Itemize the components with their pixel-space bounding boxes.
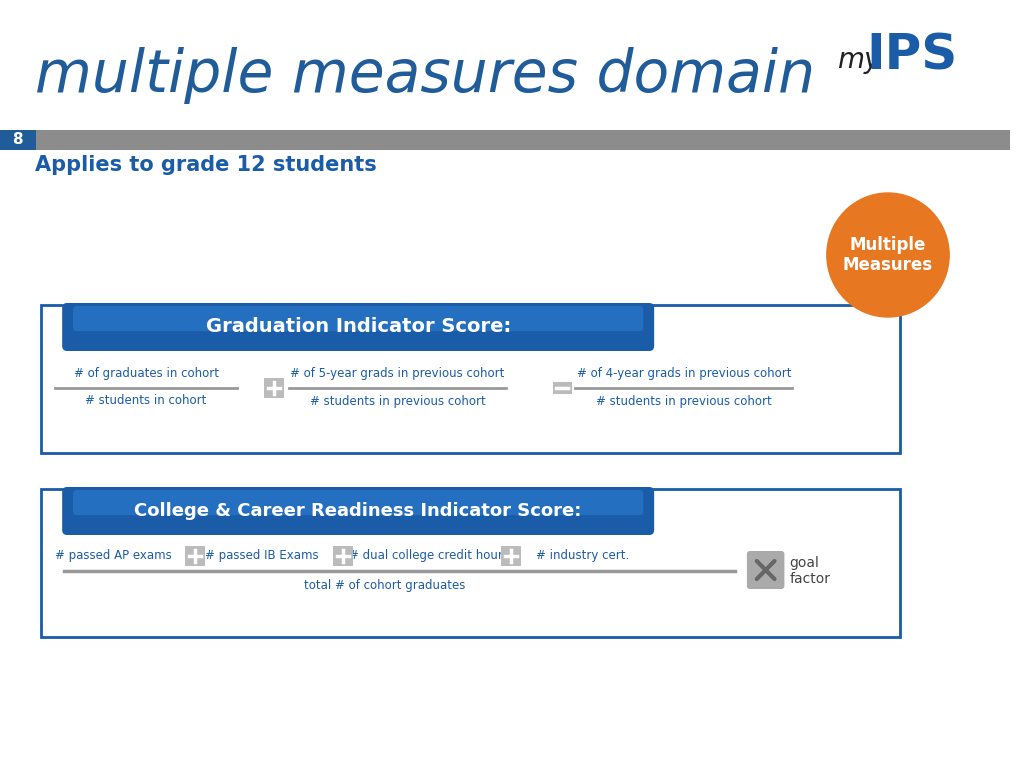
Text: # of 5-year grads in previous cohort: # of 5-year grads in previous cohort	[291, 368, 505, 380]
FancyBboxPatch shape	[62, 303, 654, 351]
FancyBboxPatch shape	[62, 487, 654, 535]
FancyBboxPatch shape	[0, 130, 1011, 150]
Text: # passed IB Exams: # passed IB Exams	[205, 549, 318, 562]
Text: # students in previous cohort: # students in previous cohort	[596, 395, 772, 408]
Text: # industry cert.: # industry cert.	[536, 549, 629, 562]
Text: Graduation Indicator Score:: Graduation Indicator Score:	[206, 317, 511, 336]
Text: total # of cohort graduates: total # of cohort graduates	[304, 578, 466, 591]
FancyBboxPatch shape	[264, 378, 285, 398]
FancyBboxPatch shape	[73, 306, 643, 331]
Text: # students in previous cohort: # students in previous cohort	[309, 395, 485, 408]
Text: Applies to grade 12 students: Applies to grade 12 students	[35, 155, 376, 175]
Text: IPS: IPS	[866, 31, 957, 79]
FancyBboxPatch shape	[553, 382, 572, 394]
Text: Multiple
Measures: Multiple Measures	[843, 236, 933, 274]
Text: factor: factor	[790, 572, 830, 586]
FancyBboxPatch shape	[185, 546, 205, 566]
Text: # passed AP exams: # passed AP exams	[55, 549, 172, 562]
FancyBboxPatch shape	[41, 489, 900, 637]
Text: goal: goal	[790, 556, 819, 570]
Text: College & Career Readiness Indicator Score:: College & Career Readiness Indicator Sco…	[134, 502, 582, 520]
FancyBboxPatch shape	[746, 551, 784, 589]
Text: # students in cohort: # students in cohort	[85, 395, 207, 408]
Text: my: my	[837, 46, 880, 74]
FancyBboxPatch shape	[73, 490, 643, 515]
Text: # of 4-year grads in previous cohort: # of 4-year grads in previous cohort	[577, 368, 791, 380]
FancyBboxPatch shape	[0, 130, 36, 150]
FancyBboxPatch shape	[41, 305, 900, 453]
Circle shape	[826, 193, 949, 317]
Text: # dual college credit hours: # dual college credit hours	[349, 549, 509, 562]
FancyBboxPatch shape	[501, 546, 521, 566]
Text: multiple measures domain: multiple measures domain	[35, 47, 815, 104]
Text: 8: 8	[12, 133, 24, 147]
Text: # of graduates in cohort: # of graduates in cohort	[74, 368, 218, 380]
FancyBboxPatch shape	[334, 546, 353, 566]
